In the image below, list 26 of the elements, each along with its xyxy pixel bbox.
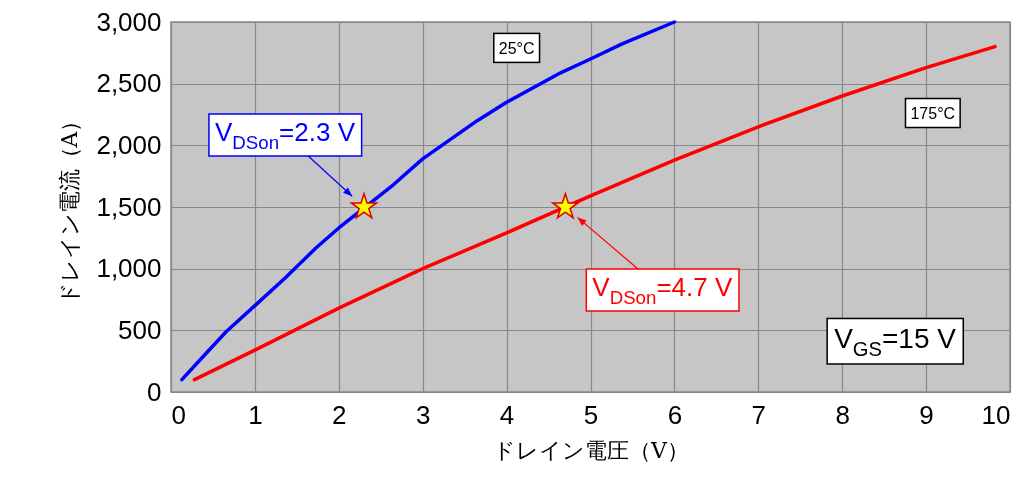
x-tick-label: 9 — [919, 399, 934, 430]
y-tick-label: 1,000 — [96, 253, 162, 284]
y-tick-label: 1,500 — [96, 191, 162, 222]
x-tick-label: 3 — [415, 399, 431, 430]
line-series — [192, 44, 997, 382]
y-tick-label: 3,000 — [96, 6, 162, 37]
x-tick-label: 7 — [751, 399, 767, 430]
y-axis-title: ドレイン電流（A） — [57, 109, 83, 306]
x-axis-title: ドレイン電圧（V） — [493, 437, 689, 463]
series-label: 25°C — [498, 39, 535, 57]
x-tick-label: 1 — [248, 399, 263, 430]
annotation: V$_{GS}$=15 V — [834, 322, 957, 360]
x-tick-label: 8 — [835, 399, 850, 430]
series-label: 175°C — [910, 104, 956, 122]
annotation: V$_{DSon}$=4.7 V — [592, 272, 733, 308]
y-tick-label: 0 — [147, 376, 162, 407]
x-tick-label: 0 — [171, 399, 186, 430]
y-tick-label: 2,500 — [96, 68, 162, 99]
x-tick-label: 6 — [667, 399, 683, 430]
x-tick-label: 2 — [332, 399, 347, 430]
x-tick-label: 4 — [499, 399, 515, 430]
annotation: V$_{DSon}$=2.3 V — [214, 117, 356, 153]
x-tick-label: 10 — [981, 399, 1011, 430]
y-tick-label: 2,000 — [96, 129, 162, 160]
x-tick-label: 5 — [583, 399, 599, 430]
y-tick-label: 500 — [118, 314, 162, 345]
